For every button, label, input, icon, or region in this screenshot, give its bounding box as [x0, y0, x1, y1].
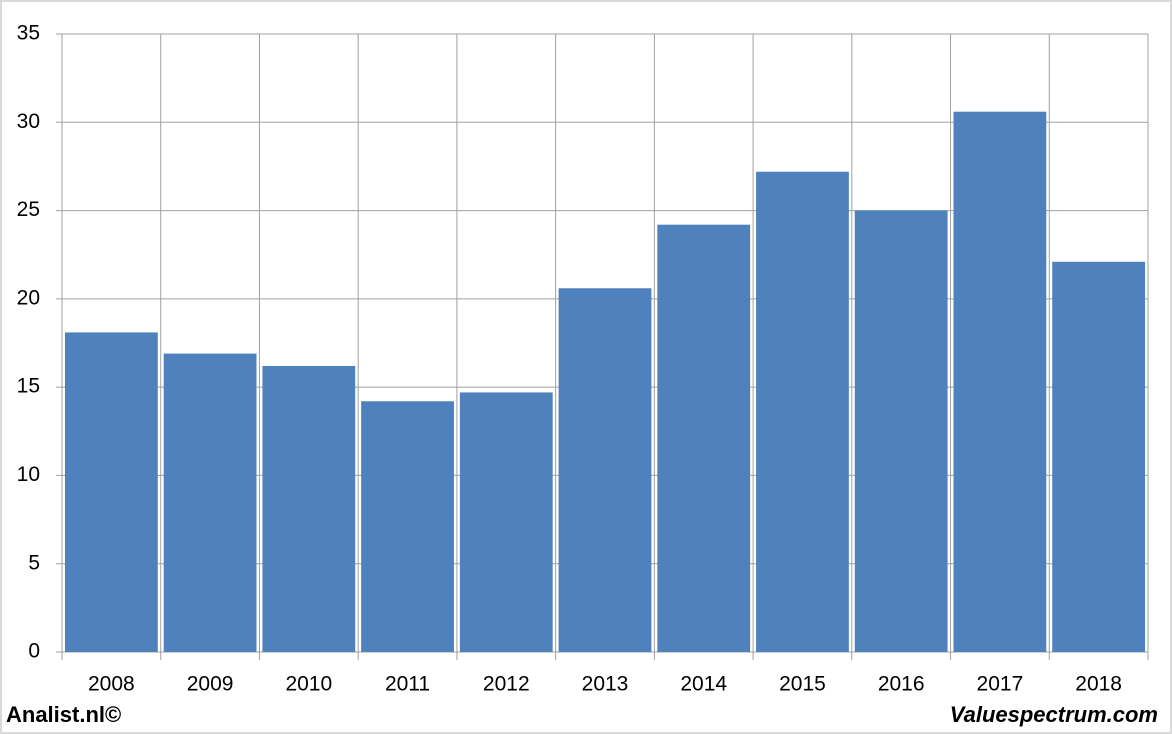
bar	[1052, 261, 1146, 652]
y-tick-label: 10	[17, 463, 40, 486]
x-tick-label: 2016	[878, 673, 925, 696]
bar	[854, 210, 948, 653]
x-tick-label: 2014	[680, 673, 727, 696]
y-tick-label: 35	[17, 22, 40, 45]
x-tick-label: 2010	[285, 673, 332, 696]
footer-right: Valuespectrum.com	[950, 702, 1158, 727]
footer-left: Analist.nl©	[6, 702, 121, 727]
y-tick-label: 25	[17, 198, 40, 221]
x-tick-label: 2009	[187, 673, 234, 696]
y-tick-label: 20	[17, 286, 40, 309]
y-tick-label: 15	[17, 375, 40, 398]
x-tick-label: 2012	[483, 673, 530, 696]
y-tick-label: 30	[17, 110, 40, 133]
x-tick-label: 2018	[1075, 673, 1122, 696]
bar	[361, 401, 454, 652]
bar	[64, 332, 158, 652]
x-tick-label: 2017	[977, 673, 1024, 696]
bar	[756, 171, 849, 652]
x-tick-label: 2008	[88, 673, 135, 696]
bar	[262, 365, 356, 652]
bar	[558, 288, 652, 652]
bar	[657, 224, 751, 652]
bar	[953, 111, 1047, 653]
bar	[459, 392, 553, 652]
y-tick-label: 0	[28, 640, 40, 663]
y-tick-label: 5	[28, 551, 40, 574]
bar	[163, 353, 257, 652]
x-tick-label: 2011	[385, 673, 430, 696]
x-tick-label: 2013	[582, 673, 629, 696]
x-tick-label: 2015	[779, 673, 826, 696]
